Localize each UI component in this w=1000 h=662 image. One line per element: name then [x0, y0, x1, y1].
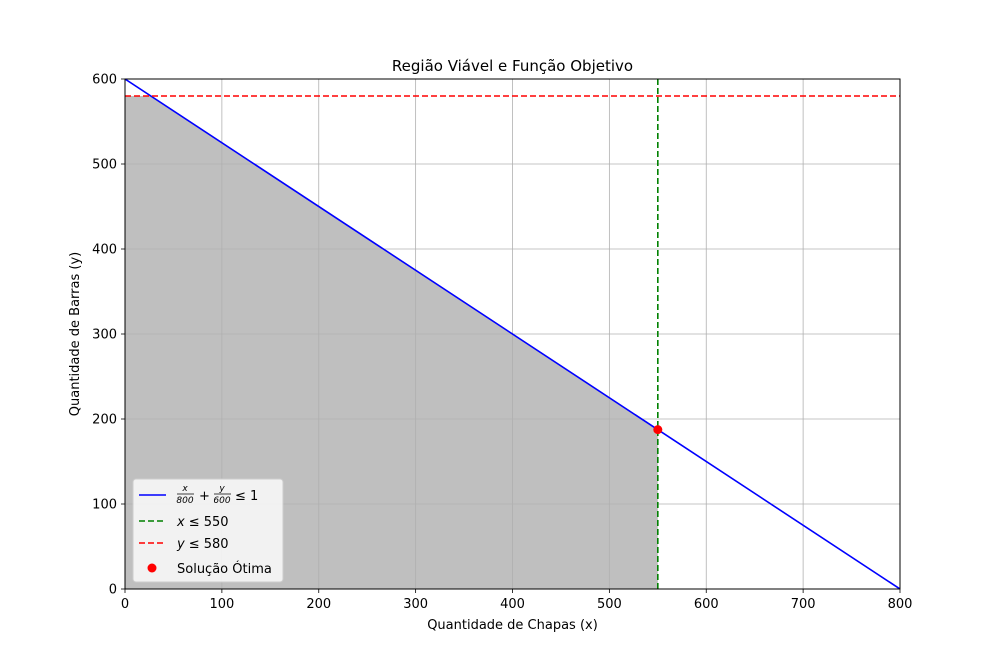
y-tick-label: 0 [109, 583, 117, 598]
y-tick-label: 400 [92, 243, 117, 258]
svg-text:x: x [181, 484, 188, 494]
x-tick-label: 200 [306, 597, 331, 612]
series-lines [125, 79, 900, 589]
svg-text:+: + [199, 489, 210, 504]
svg-text:y: y [218, 484, 225, 494]
legend-box [132, 478, 284, 583]
y-tick-label: 500 [92, 158, 117, 173]
optimal-marker-layer [653, 425, 663, 435]
x-tick-label: 700 [791, 597, 816, 612]
legend-marker-optimal [147, 563, 157, 573]
y-tick-label: 200 [92, 413, 117, 428]
svg-text:600: 600 [213, 496, 230, 506]
legend-label-y-limit: y ≤ 580 [176, 537, 229, 552]
svg-text:≤ 1: ≤ 1 [235, 489, 258, 504]
axis-ticks: 0 100 200 300 400 500 600 700 800 0 100 200 300 400 50… [92, 73, 912, 613]
x-tick-label: 400 [500, 597, 525, 612]
y-tick-label: 100 [92, 498, 117, 513]
series-line-0 [125, 79, 900, 589]
x-tick-label: 600 [694, 597, 719, 612]
y-axis-label: Quantidade de Barras (y) [68, 252, 83, 416]
x-axis-label: Quantidade de Chapas (x) [427, 618, 598, 633]
x-tick-label: 500 [597, 597, 622, 612]
legend-label-optimal: Solução Ótima [177, 561, 272, 577]
y-tick-label: 600 [92, 73, 117, 88]
legend-label-x-limit: x ≤ 550 [176, 515, 229, 530]
optimal-point-marker [653, 425, 663, 435]
x-tick-label: 0 [121, 597, 129, 612]
svg-text:800: 800 [176, 496, 193, 506]
feasible-region [125, 96, 658, 589]
x-tick-label: 100 [209, 597, 234, 612]
legend-label-constraint-sum: x 800 + y 600 ≤ 1 [176, 484, 258, 506]
legend: x 800 + y 600 ≤ 1 x ≤ 550 y ≤ 580 Solução … [132, 478, 284, 583]
x-tick-label: 800 [888, 597, 913, 612]
chart-title: Região Viável e Função Objetivo [392, 57, 633, 75]
y-tick-label: 300 [92, 328, 117, 343]
x-tick-label: 300 [403, 597, 428, 612]
